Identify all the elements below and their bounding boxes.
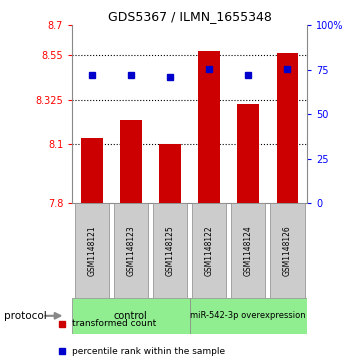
Bar [114, 203, 148, 298]
Text: percentile rank within the sample: percentile rank within the sample [72, 347, 225, 355]
Bar [190, 298, 307, 334]
Text: GSM1148125: GSM1148125 [165, 225, 174, 276]
Bar [277, 53, 298, 203]
Text: miR-542-3p overexpression: miR-542-3p overexpression [190, 311, 306, 320]
Bar [198, 51, 220, 203]
Text: GSM1148124: GSM1148124 [244, 225, 253, 276]
Bar [153, 203, 187, 298]
Bar [120, 120, 142, 203]
Bar [159, 144, 181, 203]
Text: control: control [114, 311, 148, 321]
Text: GSM1148121: GSM1148121 [87, 225, 96, 276]
Title: GDS5367 / ILMN_1655348: GDS5367 / ILMN_1655348 [108, 10, 271, 23]
Text: transformed count: transformed count [72, 319, 156, 328]
Bar [81, 138, 103, 203]
Bar [74, 203, 109, 298]
Bar [72, 298, 190, 334]
Bar [231, 203, 265, 298]
Text: GSM1148126: GSM1148126 [283, 225, 292, 276]
Text: protocol: protocol [4, 311, 46, 321]
Bar [192, 203, 226, 298]
Bar [238, 105, 259, 203]
Bar [270, 203, 304, 298]
Text: GSM1148122: GSM1148122 [205, 225, 214, 276]
Text: GSM1148123: GSM1148123 [126, 225, 135, 276]
